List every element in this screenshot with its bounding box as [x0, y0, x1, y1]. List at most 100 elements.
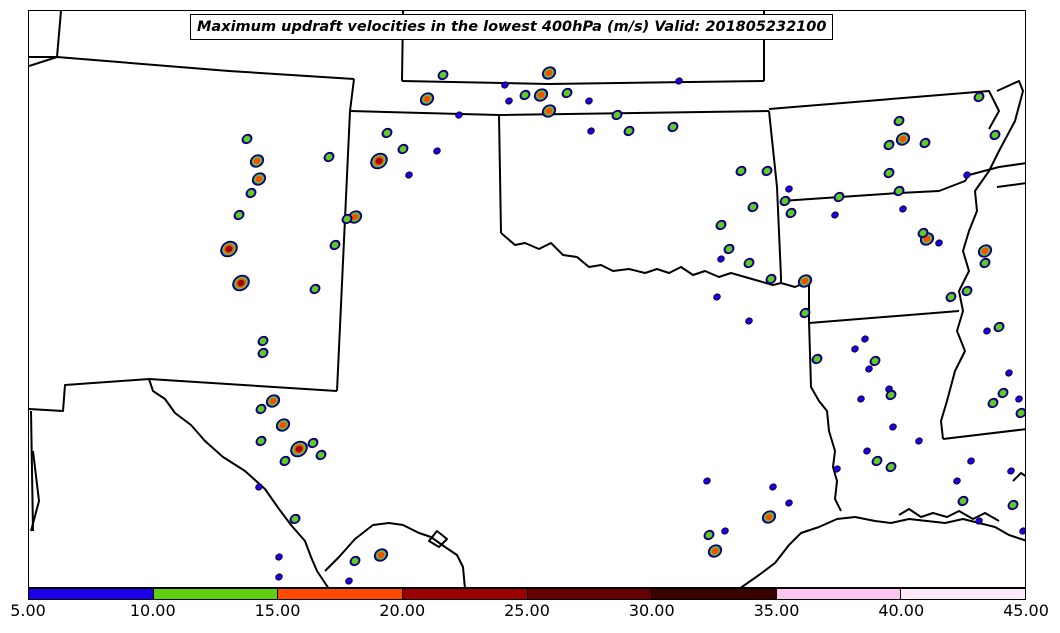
state-border-tx-la — [808, 283, 842, 512]
updraft-cell — [345, 577, 353, 585]
mississippi-river — [940, 80, 1024, 440]
map-canvas — [29, 11, 1025, 587]
colorbar-bin — [278, 589, 403, 599]
colorbar-bin — [153, 589, 279, 599]
updraft-cell — [455, 111, 463, 119]
colorbar-tick-label: 15.00 — [254, 601, 301, 620]
updraft-cell — [307, 437, 319, 449]
updraft-cell — [433, 147, 441, 155]
updraft-cell — [983, 327, 991, 335]
colorbar-tick-label: 40.00 — [878, 601, 925, 620]
updraft-cell — [765, 273, 777, 285]
updraft-cell — [979, 257, 991, 269]
updraft-cell — [675, 77, 683, 85]
updraft-cell — [255, 483, 263, 491]
updraft-cell — [899, 205, 907, 213]
updraft-cell — [745, 317, 753, 325]
state-border-ks-ok — [349, 110, 770, 116]
updraft-cell — [1007, 499, 1019, 511]
colorbar — [28, 588, 1026, 600]
updraft-cell — [437, 69, 449, 81]
updraft-cell — [1015, 407, 1025, 419]
updraft-cell — [265, 394, 281, 408]
updraft-cell — [869, 355, 881, 367]
state-border-co-nm — [29, 56, 58, 67]
updraft-cell — [987, 397, 999, 409]
updraft-cell — [977, 244, 993, 258]
updraft-cell — [723, 243, 735, 255]
updraft-cell — [735, 165, 747, 177]
updraft-cell — [397, 143, 409, 155]
colorbar-tick-label: 10.00 — [129, 601, 176, 620]
updraft-cell — [561, 87, 573, 99]
updraft-cell — [370, 152, 388, 170]
state-border-ok-tx-west — [498, 114, 502, 234]
updraft-cell — [373, 548, 389, 562]
updraft-cell — [811, 353, 823, 365]
updraft-cell — [585, 97, 593, 105]
updraft-cell — [785, 499, 793, 507]
updraft-cell — [505, 97, 513, 105]
state-border-mx-az — [30, 450, 40, 532]
updraft-cell — [255, 435, 267, 447]
updraft-cell — [381, 127, 393, 139]
map-frame — [28, 10, 1026, 588]
updraft-cell — [611, 109, 623, 121]
updraft-cell — [1005, 369, 1013, 377]
state-border-red-river — [500, 232, 810, 288]
state-border-ne-ks — [401, 80, 765, 85]
updraft-cell — [519, 89, 531, 101]
updraft-cell — [721, 527, 729, 535]
updraft-cell — [857, 395, 865, 403]
colorbar-bin — [527, 589, 653, 599]
state-border-ok-ar — [768, 110, 782, 283]
state-border-wy-co — [29, 56, 355, 80]
louisiana-coast-detail — [898, 508, 1000, 522]
updraft-cell — [871, 455, 883, 467]
updraft-cell — [935, 239, 943, 247]
updraft-cell — [785, 207, 797, 219]
gulf-coast — [740, 516, 1025, 587]
state-border-ut-co — [56, 11, 62, 58]
updraft-cell — [743, 257, 755, 269]
updraft-cell — [797, 274, 813, 288]
updraft-cell — [761, 510, 777, 524]
updraft-cell — [785, 185, 793, 193]
updraft-cell — [541, 104, 557, 118]
colorbar-tick-label: 45.00 — [1003, 601, 1049, 620]
updraft-cell — [919, 137, 931, 149]
updraft-cell — [667, 121, 679, 133]
updraft-cell — [323, 151, 335, 163]
state-border-ms-la-south — [942, 428, 1025, 440]
updraft-cell — [241, 133, 253, 145]
updraft-cell — [893, 185, 905, 197]
updraft-cell — [707, 544, 723, 558]
updraft-cell — [245, 187, 257, 199]
updraft-cell — [945, 291, 957, 303]
updraft-cell — [883, 139, 895, 151]
updraft-cell — [220, 240, 238, 258]
colorbar-bin — [901, 589, 1025, 599]
updraft-cell — [275, 573, 283, 581]
updraft-cell — [703, 477, 711, 485]
updraft-cell — [895, 132, 911, 146]
updraft-cell — [831, 211, 839, 219]
updraft-cell — [587, 127, 595, 135]
updraft-cell — [747, 201, 759, 213]
updraft-cell — [915, 437, 923, 445]
updraft-cell — [289, 513, 301, 525]
updraft-cell — [779, 195, 791, 207]
updraft-cell — [865, 365, 873, 373]
updraft-cell — [251, 172, 267, 186]
updraft-cell — [717, 255, 725, 263]
updraft-cell — [715, 219, 727, 231]
updraft-cell — [957, 495, 969, 507]
updraft-cell — [419, 92, 435, 106]
updraft-cell — [1019, 527, 1025, 535]
state-border-ms-east — [996, 182, 1025, 188]
updraft-cell — [885, 461, 897, 473]
updraft-cell — [761, 165, 773, 177]
updraft-cell — [963, 171, 971, 179]
updraft-cell — [989, 129, 1001, 141]
updraft-cell — [769, 483, 777, 491]
